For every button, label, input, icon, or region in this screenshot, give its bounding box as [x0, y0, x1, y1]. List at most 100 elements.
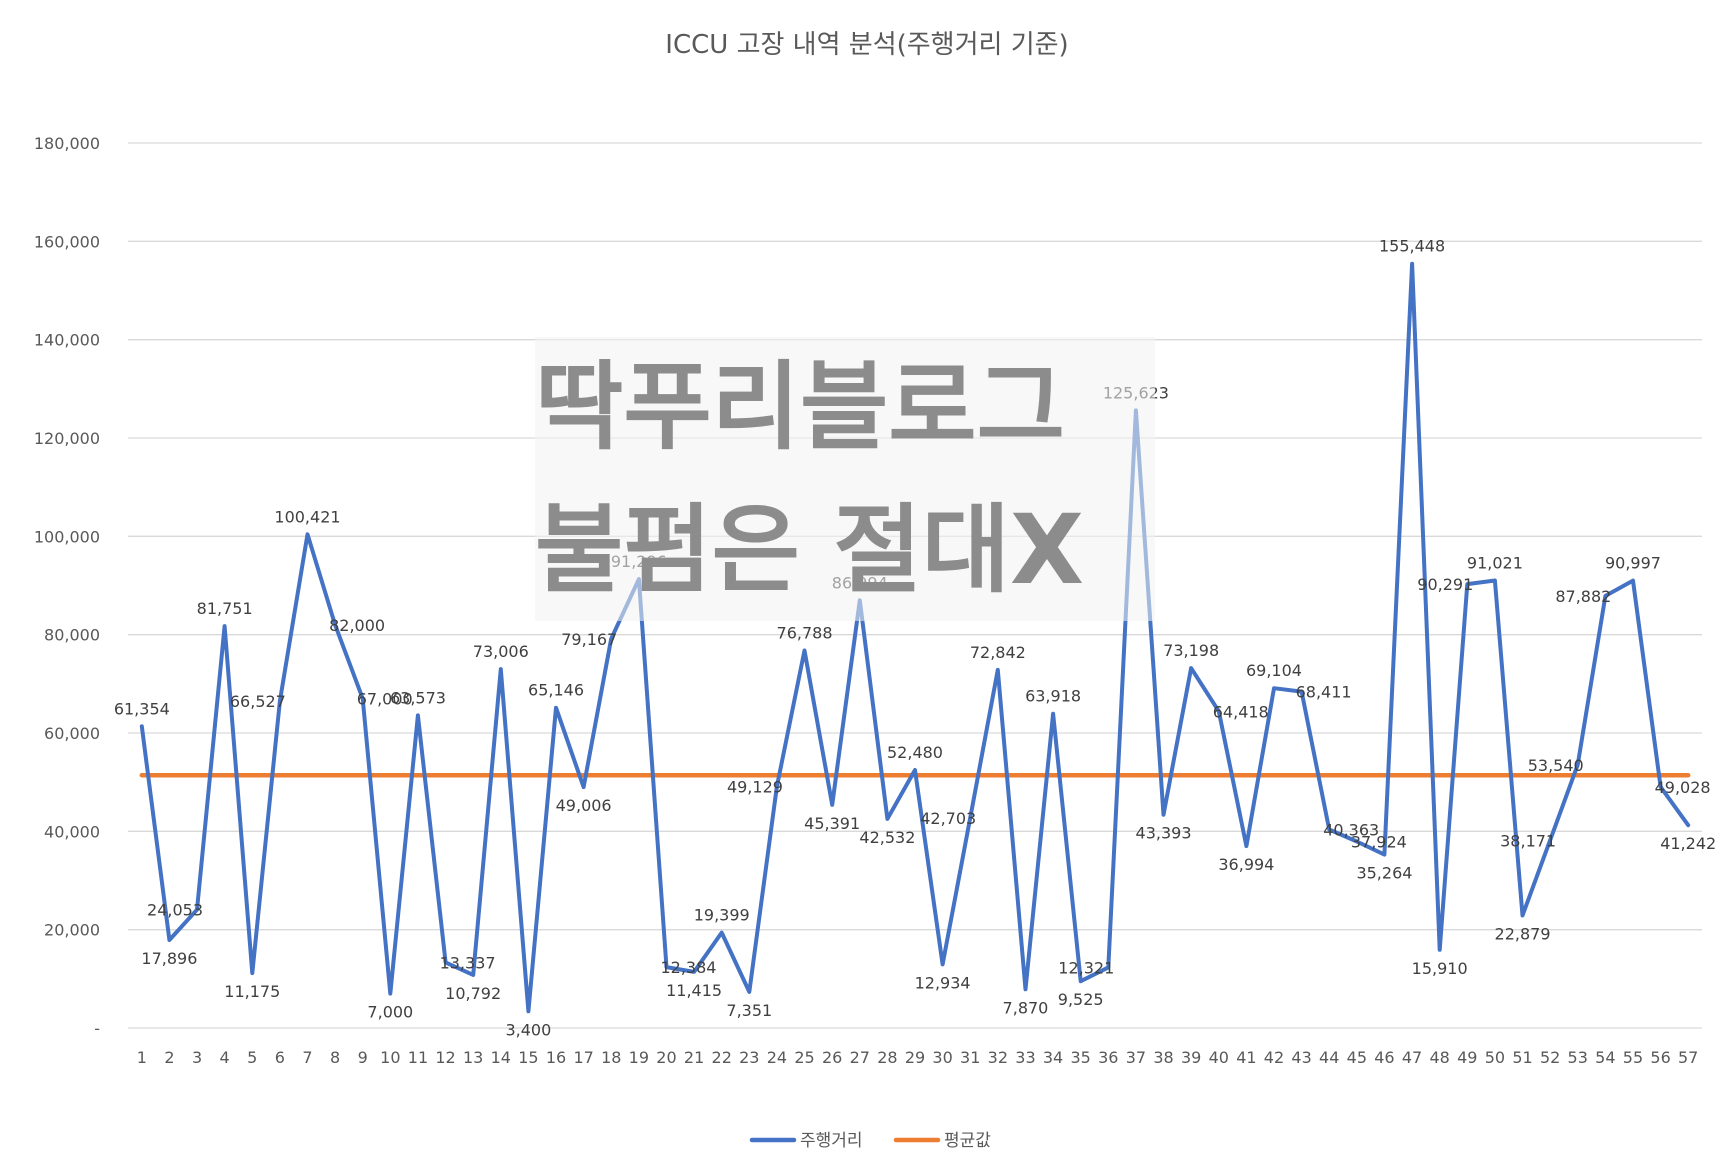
x-tick-label: 47 [1402, 1048, 1422, 1067]
data-label: 12,321 [1058, 958, 1114, 977]
x-tick-label: 4 [220, 1048, 230, 1067]
x-tick-label: 5 [247, 1048, 257, 1067]
x-tick-label: 38 [1153, 1048, 1173, 1067]
x-tick-label: 13 [463, 1048, 483, 1067]
x-tick-label: 35 [1071, 1048, 1091, 1067]
x-tick-label: 50 [1485, 1048, 1505, 1067]
x-tick-label: 40 [1209, 1048, 1229, 1067]
x-tick-label: 6 [275, 1048, 285, 1067]
data-label: 61,354 [114, 699, 170, 718]
data-label: 65,146 [528, 681, 584, 700]
x-tick-label: 36 [1098, 1048, 1118, 1067]
data-label: 11,415 [666, 981, 722, 1000]
data-label: 40,363 [1323, 821, 1379, 840]
data-label: 42,532 [859, 828, 915, 847]
data-label: 90,291 [1417, 575, 1473, 594]
data-label: 79,167 [561, 630, 617, 649]
x-tick-label: 34 [1043, 1048, 1063, 1067]
x-tick-label: 51 [1512, 1048, 1532, 1067]
x-tick-label: 53 [1568, 1048, 1588, 1067]
data-label: 24,053 [147, 901, 203, 920]
data-label: 35,264 [1356, 864, 1412, 883]
data-label: 53,540 [1528, 756, 1584, 775]
x-tick-label: 37 [1126, 1048, 1146, 1067]
x-tick-label: 16 [546, 1048, 566, 1067]
x-tick-label: 41 [1236, 1048, 1256, 1067]
x-tick-label: 33 [1015, 1048, 1035, 1067]
data-label: 9,525 [1058, 990, 1104, 1009]
data-label: 49,129 [727, 777, 783, 796]
data-label: 12,934 [915, 973, 971, 992]
x-tick-label: 15 [518, 1048, 538, 1067]
data-label: 82,000 [329, 616, 385, 635]
x-tick-label: 30 [932, 1048, 952, 1067]
data-label: 87,882 [1555, 587, 1611, 606]
x-tick-label: 23 [739, 1048, 759, 1067]
data-label: 69,104 [1246, 661, 1302, 680]
chart-title: ICCU 고장 내역 분석(주행거리 기준) [665, 30, 1068, 60]
x-tick-label: 11 [408, 1048, 428, 1067]
data-label: 72,842 [970, 643, 1026, 662]
y-tick-label: 140,000 [34, 331, 100, 350]
x-tick-label: 45 [1347, 1048, 1367, 1067]
data-label: 91,021 [1467, 553, 1523, 572]
data-label: 13,337 [440, 953, 496, 972]
x-tick-label: 14 [491, 1048, 511, 1067]
y-axis-ticks: - 20,000 40,000 60,000 80,000 100,000 120,000 1… [34, 134, 100, 1038]
x-tick-label: 18 [601, 1048, 621, 1067]
data-label: 100,421 [274, 507, 340, 526]
x-tick-label: 9 [358, 1048, 368, 1067]
data-label: 90,997 [1605, 554, 1661, 573]
x-tick-label: 8 [330, 1048, 340, 1067]
x-tick-label: 48 [1429, 1048, 1449, 1067]
x-tick-label: 49 [1457, 1048, 1477, 1067]
data-label: 12,384 [660, 958, 716, 977]
x-tick-label: 43 [1291, 1048, 1311, 1067]
data-label: 64,418 [1213, 702, 1269, 721]
x-tick-label: 25 [794, 1048, 814, 1067]
data-label: 67,000 [357, 690, 413, 709]
x-axis-ticks: 1 2 3 4 5 6 7 8 9 10 11 12 13 14 15 16 17 18 19 20 21 22 23 24 2… [137, 1048, 1699, 1067]
data-label: 73,006 [473, 642, 529, 661]
data-label: 81,751 [197, 599, 253, 618]
data-label: 7,351 [726, 1001, 772, 1020]
data-label: 66,527 [230, 692, 286, 711]
x-tick-label: 3 [192, 1048, 202, 1067]
x-tick-label: 7 [302, 1048, 312, 1067]
x-tick-label: 22 [712, 1048, 732, 1067]
data-label: 10,792 [445, 984, 501, 1003]
x-tick-label: 32 [988, 1048, 1008, 1067]
x-tick-label: 54 [1595, 1048, 1615, 1067]
x-tick-label: 17 [573, 1048, 593, 1067]
x-tick-label: 26 [822, 1048, 842, 1067]
data-label: 49,028 [1655, 778, 1711, 797]
x-tick-label: 24 [767, 1048, 787, 1067]
data-label: 52,480 [887, 743, 943, 762]
x-tick-label: 27 [850, 1048, 870, 1067]
x-tick-label: 12 [435, 1048, 455, 1067]
series-line-mileage [139, 261, 1691, 1014]
y-tick-label: 60,000 [44, 724, 100, 743]
data-labels: 61,354 17,896 24,053 81,751 11,175 66,527 100,… [114, 237, 1716, 1040]
y-tick-label: 40,000 [44, 822, 100, 841]
data-label: 63,918 [1025, 687, 1081, 706]
data-label: 37,924 [1351, 833, 1407, 852]
data-label: 22,879 [1495, 925, 1551, 944]
data-label: 43,393 [1136, 824, 1192, 843]
watermark: 딱푸리블로그 불펌은 절대X [535, 337, 1155, 621]
x-tick-label: 10 [380, 1048, 400, 1067]
data-label: 68,411 [1296, 683, 1352, 702]
watermark-line-2: 불펌은 절대X [535, 494, 1084, 606]
watermark-background [535, 337, 1155, 621]
x-tick-label: 57 [1678, 1048, 1698, 1067]
legend-label-average: 평균값 [944, 1131, 991, 1151]
data-label: 45,391 [804, 814, 860, 833]
data-label: 7,000 [367, 1003, 413, 1022]
y-tick-label: 80,000 [44, 626, 100, 645]
x-tick-label: 21 [684, 1048, 704, 1067]
x-tick-label: 20 [656, 1048, 676, 1067]
data-label: 76,788 [777, 623, 833, 642]
y-tick-label: - [94, 1019, 100, 1038]
y-tick-label: 180,000 [34, 134, 100, 153]
